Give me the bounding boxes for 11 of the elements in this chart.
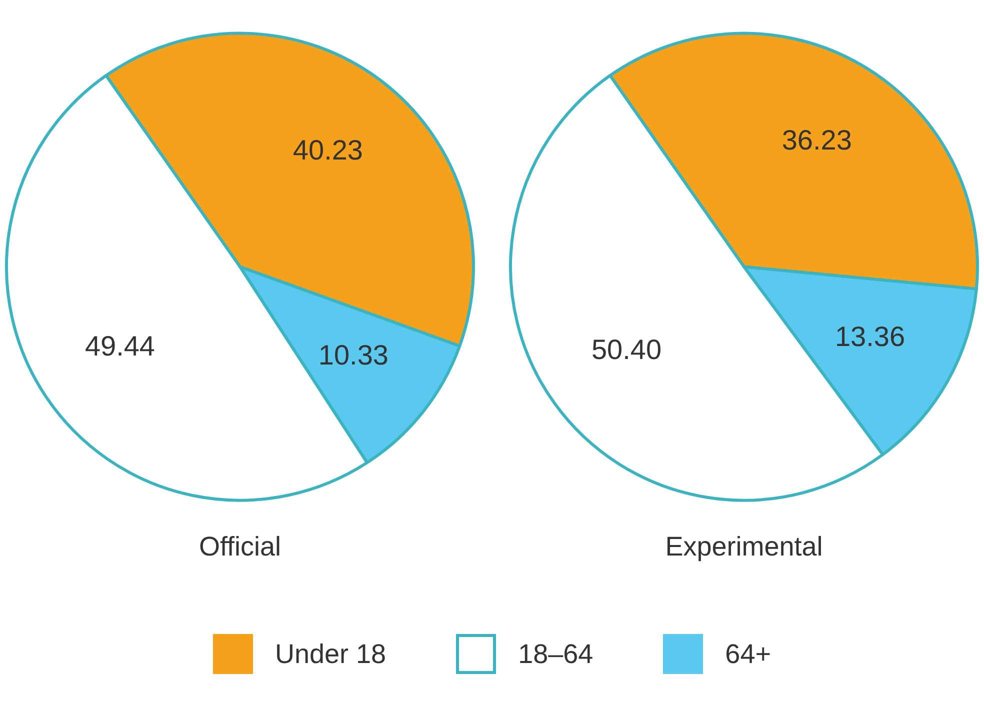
slice-label: Experimental bbox=[665, 531, 823, 562]
data-label: 36.23 bbox=[782, 124, 852, 156]
slice-label: Official bbox=[198, 531, 282, 562]
data-label: 10.33 bbox=[318, 339, 388, 370]
data-label: 13.36 bbox=[834, 320, 906, 352]
legend-label: 18–64 bbox=[518, 638, 594, 670]
legend-label: 64+ bbox=[725, 638, 771, 670]
data-label: 49.44 bbox=[84, 330, 156, 362]
legend-label: Under 18 bbox=[275, 638, 386, 670]
data-label: 40.23 bbox=[292, 134, 363, 166]
data-label: 50.40 bbox=[591, 334, 662, 366]
